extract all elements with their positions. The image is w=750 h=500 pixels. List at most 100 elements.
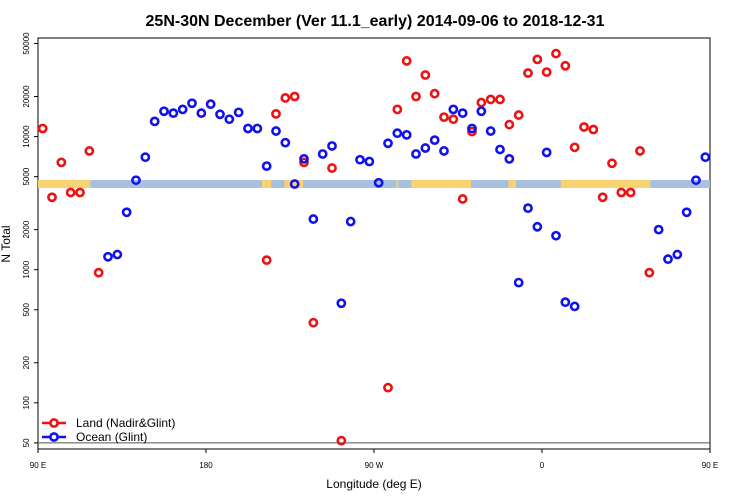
ocean-point bbox=[392, 128, 403, 139]
land-point bbox=[56, 157, 67, 168]
map-strip-land bbox=[262, 180, 272, 189]
land-point bbox=[336, 435, 347, 446]
y-tick-label: 10000 bbox=[22, 125, 31, 148]
legend: Land (Nadir&Glint)Ocean (Glint) bbox=[42, 416, 175, 444]
ocean-point bbox=[691, 175, 701, 186]
y-tick-label: 200 bbox=[22, 356, 31, 370]
land-point bbox=[75, 187, 85, 198]
ocean-point bbox=[289, 179, 300, 189]
ocean-point bbox=[159, 106, 169, 117]
y-tick-label: 2000 bbox=[22, 220, 31, 238]
x-axis-label: Longitude (deg E) bbox=[326, 477, 421, 491]
map-strip-land bbox=[396, 180, 399, 189]
ocean-point bbox=[439, 146, 449, 156]
ocean-point bbox=[551, 230, 561, 241]
ocean-point bbox=[233, 107, 244, 118]
ocean-point bbox=[495, 144, 505, 155]
ocean-point bbox=[196, 108, 207, 119]
ocean-point bbox=[541, 147, 552, 158]
ocean-point bbox=[663, 254, 673, 265]
ocean-point bbox=[121, 207, 132, 218]
land-point bbox=[439, 112, 449, 123]
land-point bbox=[383, 382, 393, 393]
land-point bbox=[411, 91, 421, 102]
y-tick-label: 50000 bbox=[22, 32, 31, 55]
land-point bbox=[47, 192, 57, 203]
land-point bbox=[392, 104, 403, 115]
map-strip-land bbox=[284, 180, 304, 189]
ocean-point bbox=[429, 135, 440, 146]
y-tick-label: 500 bbox=[22, 303, 31, 317]
ocean-point bbox=[336, 298, 347, 309]
ocean-point bbox=[467, 123, 477, 134]
y-axis-label: N Total bbox=[0, 225, 13, 262]
ocean-point bbox=[448, 104, 459, 115]
ocean-point bbox=[187, 98, 197, 109]
ocean-point bbox=[177, 104, 188, 115]
ocean-point bbox=[308, 214, 319, 224]
y-axis: 50 100 200 500 1000 2000 5000 10000 20000 50000 bbox=[22, 32, 38, 447]
land-point bbox=[93, 267, 104, 278]
ocean-point bbox=[299, 153, 309, 164]
land-point bbox=[616, 187, 627, 198]
x-axis: 90 E 180 90 W 0 90 E bbox=[30, 449, 718, 470]
land-point bbox=[644, 267, 655, 278]
ocean-point bbox=[485, 126, 496, 136]
land-point bbox=[327, 163, 337, 173]
ocean-point bbox=[401, 129, 412, 140]
ocean-point bbox=[653, 224, 664, 235]
land-point bbox=[271, 108, 281, 119]
land-point bbox=[84, 146, 95, 156]
ocean-point bbox=[457, 108, 468, 119]
ocean-point bbox=[261, 161, 272, 172]
ocean-point bbox=[672, 249, 683, 260]
ocean-point bbox=[140, 152, 151, 163]
x-tick-label: 180 bbox=[199, 461, 213, 470]
land-point bbox=[532, 54, 543, 65]
x-tick-label: 90 E bbox=[702, 461, 718, 470]
ocean-point bbox=[523, 203, 533, 214]
ocean-point bbox=[103, 251, 113, 262]
legend-label: Ocean (Glint) bbox=[76, 430, 147, 444]
legend-label: Land (Nadir&Glint) bbox=[76, 416, 175, 430]
land-point bbox=[448, 114, 459, 125]
ocean-point bbox=[205, 99, 216, 110]
land-point bbox=[485, 94, 496, 105]
map-strip-land bbox=[38, 180, 91, 189]
ocean-point bbox=[681, 207, 692, 218]
land-point bbox=[420, 70, 431, 80]
ocean-point bbox=[700, 152, 711, 163]
x-tick-label: 0 bbox=[540, 461, 545, 470]
land-point bbox=[607, 158, 617, 169]
land-point bbox=[560, 60, 571, 71]
series-land bbox=[37, 48, 655, 446]
ocean-point bbox=[411, 149, 421, 159]
x-tick-label: 90 E bbox=[30, 461, 46, 470]
land-point bbox=[551, 48, 561, 59]
ocean-point bbox=[112, 249, 123, 260]
ocean-point bbox=[373, 177, 384, 188]
land-point bbox=[401, 56, 412, 66]
land-point bbox=[569, 142, 580, 153]
x-tick-label: 90 W bbox=[365, 461, 384, 470]
land-point bbox=[289, 91, 300, 102]
land-point bbox=[299, 157, 309, 168]
ocean-point bbox=[504, 153, 515, 164]
land-point bbox=[476, 97, 487, 108]
legend-marker bbox=[49, 432, 59, 442]
series-ocean bbox=[103, 98, 711, 312]
ocean-point bbox=[476, 106, 487, 117]
ocean-point bbox=[355, 154, 365, 165]
y-tick-label: 20000 bbox=[22, 85, 31, 108]
ocean-point bbox=[131, 175, 141, 186]
land-point bbox=[37, 123, 48, 134]
land-point bbox=[541, 67, 552, 77]
y-tick-label: 50 bbox=[22, 438, 31, 447]
land-point bbox=[635, 146, 645, 156]
ocean-point bbox=[420, 143, 431, 153]
y-tick-label: 1000 bbox=[22, 260, 31, 278]
chart-title: 25N-30N December (Ver 11.1_early) 2014-0… bbox=[146, 13, 605, 30]
land-point bbox=[513, 110, 524, 120]
land-point bbox=[579, 122, 589, 132]
